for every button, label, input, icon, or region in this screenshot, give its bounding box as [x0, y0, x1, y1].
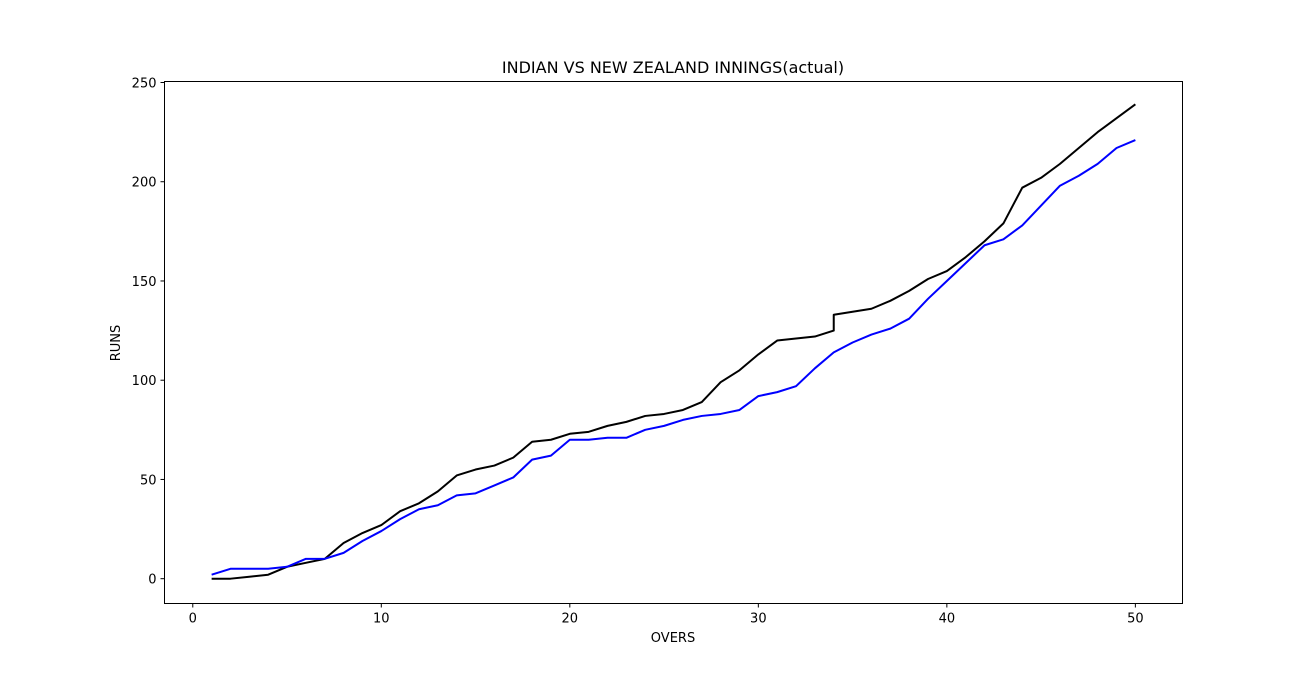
axes-frame [164, 81, 1183, 604]
x-tick-label: 40 [939, 612, 956, 627]
x-tick-label: 10 [373, 612, 390, 627]
chart-title: INDIAN VS NEW ZEALAND INNINGS(actual) [502, 58, 844, 77]
y-axis-ticks: 0 50 100 150 200 250 [132, 76, 165, 588]
y-tick-label: 100 [132, 374, 157, 389]
x-tick-label: 0 [189, 612, 197, 627]
y-tick-label: 50 [140, 473, 157, 488]
x-tick-label: 50 [1127, 612, 1144, 627]
y-tick-label: 150 [132, 275, 157, 290]
y-tick-label: 200 [132, 176, 157, 191]
x-axis-label: OVERS [651, 631, 695, 646]
y-axis-label: RUNS [109, 325, 124, 362]
series-layer [211, 103, 1136, 580]
x-tick-label: 30 [750, 612, 767, 627]
x-tick-label: 20 [562, 612, 579, 627]
series-line-innings-blue [211, 139, 1136, 576]
y-tick-label: 250 [132, 76, 157, 91]
x-axis-ticks: 0 10 20 30 40 50 [189, 603, 1144, 627]
series-line-innings-black [211, 103, 1136, 580]
y-tick-label: 0 [148, 573, 156, 588]
